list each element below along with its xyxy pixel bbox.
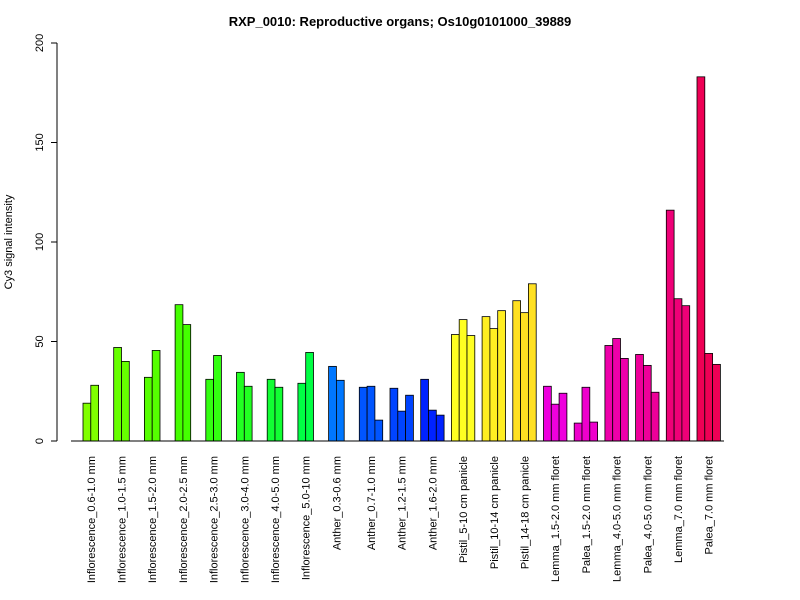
x-category-label: Inflorescence_5.0-10 mm <box>301 456 313 580</box>
x-category-label: Inflorescence_2.0-2.5 mm <box>178 456 190 583</box>
x-category-label: Pistil_5-10 cm panicle <box>458 456 470 563</box>
y-tick-label: 50 <box>34 335 46 347</box>
y-axis-label: Cy3 signal intensity <box>3 194 15 289</box>
bar <box>435 414 445 442</box>
x-category-label: Inflorescence_0.6-1.0 mm <box>86 456 98 583</box>
bar <box>113 347 122 442</box>
x-category-label: Anther_1.6-2.0 mm <box>427 456 439 550</box>
bar <box>635 354 644 442</box>
bar <box>143 376 153 442</box>
x-category-label: Anther_0.3-0.6 mm <box>331 456 343 550</box>
bar <box>643 364 652 442</box>
x-category-label: Anther_1.2-1.5 mm <box>397 456 409 550</box>
bar <box>328 365 337 442</box>
bar <box>174 304 184 442</box>
bar <box>581 386 591 442</box>
x-category-label: Inflorescence_3.0-4.0 mm <box>239 456 251 583</box>
x-category-label: Lemma_4.0-5.0 mm floret <box>612 456 624 582</box>
bar <box>696 76 706 442</box>
y-tick-label: 200 <box>34 34 46 52</box>
bar <box>512 300 521 442</box>
bar <box>550 403 560 442</box>
x-category-label: Inflorescence_1.5-2.0 mm <box>147 456 159 583</box>
bar <box>497 310 506 442</box>
x-category-label: Pistil_14-18 cm panicle <box>520 456 532 569</box>
bar <box>450 334 460 442</box>
x-category-label: Palea_7.0 mm floret <box>704 456 716 554</box>
bar <box>712 363 721 442</box>
bar <box>374 419 384 442</box>
y-axis: 0 50 100 150 200 <box>34 34 58 444</box>
y-tick-label: 0 <box>34 438 46 444</box>
bar <box>90 384 100 442</box>
category-labels: Inflorescence_0.6-1.0 mm Inflorescence_1.… <box>86 456 716 583</box>
x-category-label: Lemma_1.5-2.0 mm floret <box>550 456 562 582</box>
bar <box>428 409 437 442</box>
bar <box>405 394 414 442</box>
bar <box>389 387 399 442</box>
bar <box>543 385 552 442</box>
bar <box>481 316 491 442</box>
bar <box>182 324 192 442</box>
bar <box>650 391 660 442</box>
bar <box>673 298 683 442</box>
bar <box>681 305 691 442</box>
bar <box>297 382 307 442</box>
bar <box>274 386 284 442</box>
bar <box>466 335 476 442</box>
chart-title: RXP_0010: Reproductive organs; Os10g0101… <box>229 14 572 29</box>
bar <box>558 392 568 442</box>
bar <box>205 378 215 442</box>
bar <box>213 355 222 442</box>
bar <box>366 385 376 442</box>
x-category-label: Inflorescence_1.0-1.5 mm <box>117 456 129 583</box>
bar <box>266 378 276 442</box>
bar <box>520 312 529 442</box>
x-category-label: Inflorescence_4.0-5.0 mm <box>270 456 282 583</box>
x-category-label: Anther_0.7-1.0 mm <box>366 456 378 550</box>
bar <box>489 328 499 442</box>
bar <box>397 410 406 442</box>
bar <box>335 379 345 442</box>
bar <box>243 385 253 442</box>
bar <box>121 360 130 442</box>
bar <box>528 283 537 442</box>
x-category-label: Inflorescence_2.5-3.0 mm <box>209 456 221 583</box>
x-category-label: Palea_4.0-5.0 mm floret <box>642 456 654 573</box>
y-tick-label: 150 <box>34 133 46 151</box>
bar <box>665 209 675 442</box>
bar <box>704 353 713 442</box>
x-category-label: Palea_1.5-2.0 mm floret <box>581 456 593 573</box>
bar <box>82 402 92 442</box>
bar <box>305 352 314 442</box>
bar <box>358 386 368 442</box>
bars <box>82 76 721 442</box>
bar <box>620 358 629 442</box>
x-category-label: Pistil_10-14 cm panicle <box>489 456 501 569</box>
bar <box>612 338 621 442</box>
bar <box>589 421 598 442</box>
x-category-label: Lemma_7.0 mm floret <box>673 456 685 563</box>
bar <box>151 350 161 442</box>
bar <box>573 422 583 442</box>
bar <box>458 319 468 442</box>
bar <box>420 378 429 442</box>
bar <box>604 345 614 442</box>
bar <box>236 371 245 442</box>
y-tick-label: 100 <box>34 233 46 251</box>
